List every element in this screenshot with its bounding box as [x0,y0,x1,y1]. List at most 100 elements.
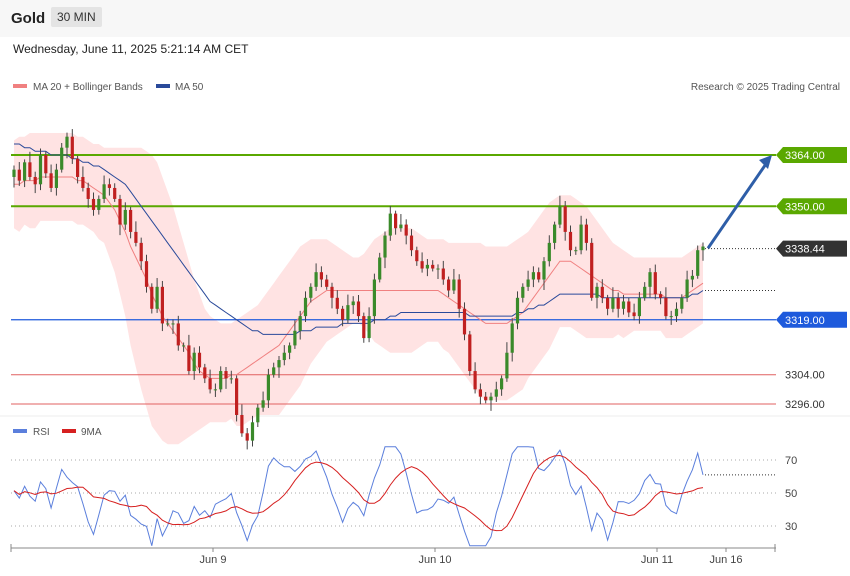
candle-body-126 [680,297,684,309]
bollinger-band [14,133,703,445]
candle-body-37 [208,378,212,390]
candle-body-23 [134,231,138,243]
candle-body-7 [49,173,53,188]
candle-body-4 [33,176,37,185]
x-label-2: Jun 11 [641,554,673,566]
level-lines-layer [11,154,776,405]
candle-body-119 [643,286,647,298]
candle-body-95 [515,297,520,324]
candle-body-111 [600,286,604,298]
candle-body-47 [261,400,265,408]
candle-body-64 [351,301,355,306]
candle-body-42 [235,378,239,415]
candle-body-107 [579,224,583,251]
candle-body-100 [542,261,546,280]
candle-body-63 [346,305,350,320]
candle-body-128 [690,275,694,280]
candle-body-114 [616,297,620,309]
candle-body-129 [696,250,700,276]
candle-body-118 [637,297,641,317]
candle-body-25 [144,261,149,287]
candle-body-117 [632,312,636,317]
x-axis-labels: Jun 9 Jun 10 Jun 11 Jun 16 [10,544,776,566]
candle-body-19 [113,187,117,199]
candle-body-36 [203,367,207,379]
candle-body-13 [81,176,85,188]
candle-body-45 [250,422,255,441]
candle-body-15 [91,198,96,210]
candle-body-99 [537,272,541,280]
candle-body-80 [436,268,440,270]
level-label-1: 3350.00 [785,201,825,213]
candle-body-78 [425,264,429,269]
candle-body-61 [335,297,339,309]
candlestick-layer [12,129,705,450]
candle-body-67 [367,316,371,339]
candle-body-97 [526,279,530,287]
projection-arrowhead [759,155,772,169]
candle-body-38 [213,389,217,391]
candle-body-72 [394,213,398,229]
rsi-ma-legend-swatch [62,429,76,433]
x-label-1: Jun 10 [418,554,451,566]
candle-body-124 [669,316,673,318]
candle-body-98 [531,272,535,280]
rsi-tick-50: 50 [785,488,797,500]
chart-datetime: Wednesday, June 11, 2025 5:21:14 AM CET [13,42,249,56]
candle-body-101 [547,242,551,262]
candle-body-54 [298,316,302,331]
level-label-3: 3304.00 [785,370,825,382]
rsi-ma-legend-label: 9MA [81,427,102,438]
candle-body-108 [584,224,588,243]
candle-body-75 [409,235,414,251]
candle-body-29 [166,323,170,325]
candle-body-27 [155,286,159,309]
candle-body-125 [674,308,679,317]
candle-body-89 [484,396,488,401]
candle-body-26 [150,286,154,309]
candle-body-79 [431,264,435,269]
candle-body-14 [86,187,90,199]
candle-body-48 [266,374,270,401]
level-label-0: 3364.00 [785,150,825,162]
candle-body-92 [500,378,504,390]
candle-body-71 [388,213,392,236]
candle-body-86 [468,334,472,372]
candle-body-103 [558,206,562,225]
ma20-legend-label: MA 20 + Bollinger Bands [33,82,143,93]
timeframe-badge[interactable]: 30 MIN [51,7,102,27]
current-price-tag [776,240,847,257]
current-price-label: 3338.44 [785,244,825,256]
level-label-2: 3319.00 [785,315,825,327]
candle-body-88 [478,389,482,397]
candle-body-66 [362,316,366,339]
candle-body-9 [60,147,64,170]
candle-body-84 [457,279,461,309]
candle-body-96 [521,286,525,298]
candle-body-123 [664,297,668,317]
candle-body-1 [17,169,21,181]
ma20-line [14,176,704,379]
candle-body-33 [187,345,191,372]
candle-body-91 [494,389,498,397]
chart-header: Gold 30 MIN [0,0,850,37]
ma50-legend-label: MA 50 [175,82,204,93]
candle-body-105 [568,231,573,251]
symbol-title: Gold [11,10,46,27]
candle-body-49 [272,367,276,375]
candle-body-130 [701,246,705,251]
candle-body-20 [118,198,122,225]
candle-body-18 [107,184,111,188]
candle-body-50 [277,360,281,368]
candle-body-77 [420,261,424,269]
candle-body-40 [224,371,228,379]
candle-body-120 [648,272,652,287]
candle-body-60 [330,286,334,298]
candle-body-56 [309,286,313,298]
moving-average-layer [14,143,704,379]
candle-body-28 [160,286,164,324]
candle-body-16 [97,198,101,210]
candle-body-39 [219,371,223,390]
candle-body-2 [23,162,27,181]
ma50-line [14,143,704,335]
